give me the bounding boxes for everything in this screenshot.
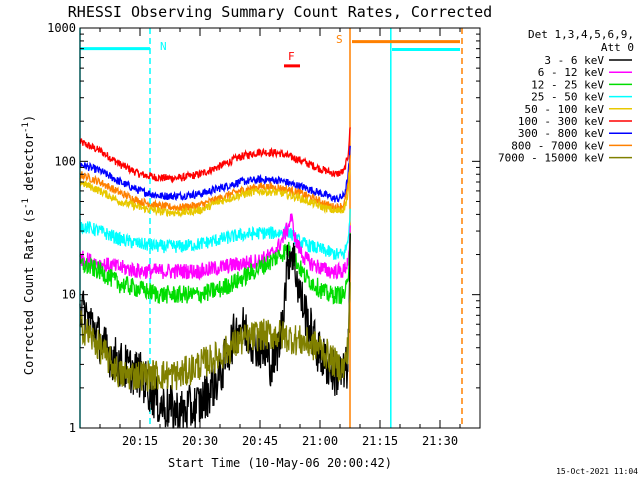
legend-entry-label: 25 - 50 keV bbox=[531, 91, 604, 104]
series-line-3 bbox=[79, 169, 351, 218]
x-tick-label: 21:00 bbox=[302, 434, 338, 448]
y-tick-label: 10 bbox=[62, 288, 76, 302]
x-axis: 20:15 20:30 20:45 21:00 21:15 21:30 bbox=[79, 28, 481, 448]
annotation-f: F bbox=[288, 50, 295, 63]
y-axis-label: Corrected Count Rate (s-1 detector-1) bbox=[21, 115, 36, 375]
y-tick-label: 1 bbox=[69, 421, 76, 435]
legend-entry-label: 300 - 800 keV bbox=[518, 127, 604, 140]
annotations: N F S bbox=[160, 33, 343, 63]
legend-entry-label: 800 - 7000 keV bbox=[511, 139, 604, 152]
x-tick-label: 20:45 bbox=[242, 434, 278, 448]
annotation-n: N bbox=[160, 40, 167, 53]
legend-entry-label: 3 - 6 keV bbox=[544, 54, 604, 67]
y-tick-label: 100 bbox=[54, 154, 76, 168]
x-tick-label: 20:30 bbox=[182, 434, 218, 448]
x-axis-label: Start Time (10-May-06 20:00:42) bbox=[168, 456, 392, 470]
series-line-4 bbox=[79, 208, 351, 260]
legend-entry-label: 50 - 100 keV bbox=[525, 103, 605, 116]
annotation-s: S bbox=[336, 33, 343, 46]
series-line-5 bbox=[79, 213, 351, 281]
state-flags bbox=[80, 40, 460, 68]
legend-entry-label: 100 - 300 keV bbox=[518, 115, 604, 128]
chart-title: RHESSI Observing Summary Count Rates, Co… bbox=[68, 3, 492, 21]
y-axis-label-text: Corrected Count Rate (s-1 detector-1) bbox=[21, 115, 36, 375]
footer-timestamp: 15-Oct-2021 11:04 bbox=[556, 467, 638, 476]
series-line-6 bbox=[79, 232, 351, 305]
series-line-1 bbox=[79, 145, 351, 203]
x-tick-label: 21:15 bbox=[362, 434, 398, 448]
series-line-7 bbox=[79, 233, 351, 429]
legend-header-line-2: Att 0 bbox=[601, 41, 634, 54]
y-axis: 1 10 100 1000 bbox=[47, 21, 480, 435]
series-layer bbox=[79, 127, 351, 429]
legend-entry-label: 6 - 12 keV bbox=[538, 66, 605, 79]
y-tick-label: 1000 bbox=[47, 21, 76, 35]
series-line-8 bbox=[79, 282, 351, 393]
legend-header-line-1: Det 1,3,4,5,6,9, bbox=[528, 28, 634, 41]
legend-entry-label: 7000 - 15000 keV bbox=[498, 152, 604, 165]
series-line-2 bbox=[79, 155, 351, 214]
x-tick-label: 20:15 bbox=[122, 434, 158, 448]
series-line-0 bbox=[79, 127, 351, 184]
legend-entry-label: 12 - 25 keV bbox=[531, 78, 604, 91]
x-tick-label: 21:30 bbox=[422, 434, 458, 448]
